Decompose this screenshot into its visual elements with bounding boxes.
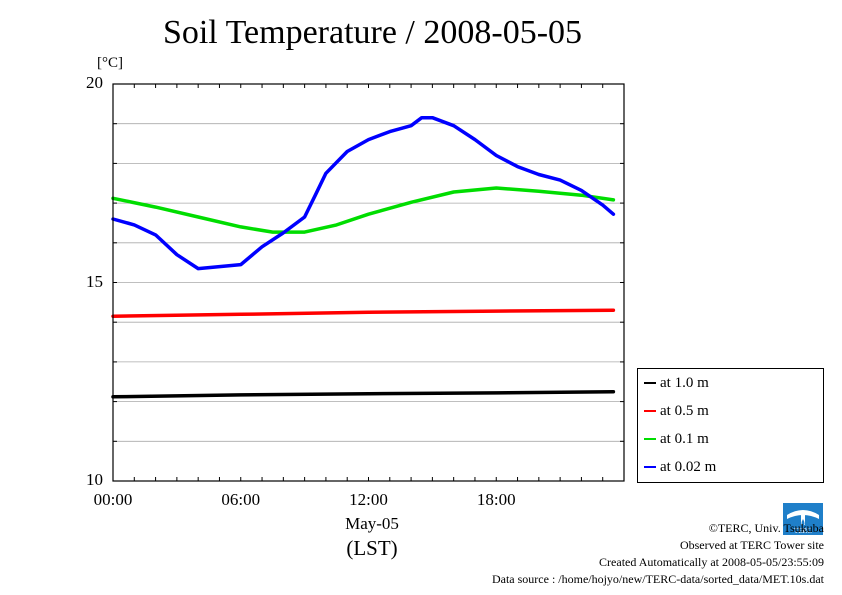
x-tick-label: 12:00 bbox=[349, 490, 388, 509]
x-tick-label: 00:00 bbox=[93, 490, 133, 509]
legend: at 1.0 m at 0.5 m at 0.1 m at 0.02 m bbox=[637, 368, 824, 483]
site-text: Observed at TERC Tower site bbox=[679, 538, 824, 552]
y-unit-label: [°C] bbox=[97, 55, 123, 71]
series-line-1 bbox=[111, 308, 616, 318]
legend-swatch bbox=[644, 438, 656, 440]
series-lines bbox=[111, 115, 616, 399]
legend-label: at 0.5 m bbox=[660, 402, 709, 419]
legend-item-002m: at 0.02 m bbox=[644, 457, 716, 477]
x-axis-label: (LST) bbox=[346, 536, 398, 560]
y-tick-label: 20 bbox=[86, 73, 103, 92]
series-line-3 bbox=[111, 115, 616, 271]
legend-swatch bbox=[644, 382, 656, 384]
created-text: Created Automatically at 2008-05-05/23:5… bbox=[599, 555, 824, 569]
legend-label: at 0.1 m bbox=[660, 430, 709, 447]
date-label: May-05 bbox=[345, 514, 399, 533]
terc-logo: TERC bbox=[783, 503, 823, 535]
x-tick-label: 18:00 bbox=[476, 490, 516, 509]
x-tick-label: 06:00 bbox=[221, 490, 261, 509]
series-line-2 bbox=[111, 186, 616, 234]
legend-item-01m: at 0.1 m bbox=[644, 429, 709, 449]
grid-lines bbox=[113, 123, 624, 442]
credits-block: ©TERC, Univ. Tsukuba Observed at TERC To… bbox=[492, 520, 824, 588]
y-tick-label: 15 bbox=[86, 271, 103, 291]
legend-item-1m: at 1.0 m bbox=[644, 373, 709, 393]
series-line-0 bbox=[111, 389, 616, 399]
legend-label: at 1.0 m bbox=[660, 374, 709, 391]
y-tick-label: 10 bbox=[86, 470, 103, 489]
legend-label: at 0.02 m bbox=[660, 458, 717, 475]
axis-ticks bbox=[113, 83, 624, 482]
legend-swatch bbox=[644, 466, 656, 468]
source-text: Data source : /home/hojyo/new/TERC-data/… bbox=[491, 572, 824, 586]
chart-title: Soil Temperature / 2008-05-05 bbox=[162, 14, 583, 51]
legend-item-05m: at 0.5 m bbox=[644, 401, 709, 421]
legend-swatch bbox=[644, 410, 656, 412]
logo-text: TERC bbox=[794, 527, 812, 535]
copyright-text: ©TERC, Univ. Tsukuba bbox=[708, 521, 824, 535]
